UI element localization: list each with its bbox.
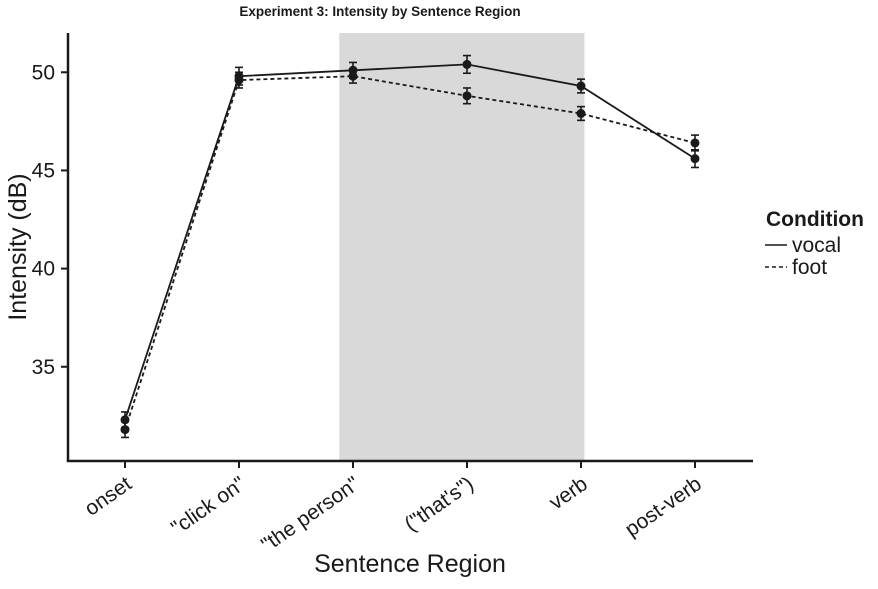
x-axis-tick-label: post-verb: [621, 472, 706, 541]
data-point-foot: [576, 108, 586, 118]
x-axis-tick-label: "click on": [167, 472, 250, 540]
x-axis-tick-label: ("that's"): [400, 472, 477, 536]
data-point-foot: [348, 71, 358, 81]
chart-title: Experiment 3: Intensity by Sentence Regi…: [239, 4, 520, 19]
y-axis-tick-label: 40: [32, 258, 55, 281]
legend-label-foot: foot: [792, 256, 827, 279]
y-axis-tick-label: 35: [32, 356, 55, 379]
x-axis-title: Sentence Region: [314, 550, 506, 578]
data-point-vocal: [576, 81, 586, 91]
x-axis-tick-label: verb: [545, 472, 592, 514]
series-line-vocal: [124, 63, 696, 421]
x-axis-tick-label: "the person": [257, 472, 364, 556]
data-point-foot: [234, 75, 244, 85]
data-point-foot: [462, 91, 472, 101]
x-axis-tick-label: onset: [81, 472, 136, 520]
data-point-vocal: [462, 59, 472, 69]
legend-label-vocal: vocal: [792, 234, 841, 257]
data-point-vocal: [690, 154, 700, 164]
y-axis-title: Intensity (dB): [4, 173, 32, 320]
y-axis-tick-label: 50: [32, 61, 55, 84]
data-point-foot: [120, 425, 130, 435]
y-axis-tick-label: 45: [32, 159, 55, 182]
data-point-foot: [690, 138, 700, 148]
legend-title: Condition: [766, 208, 864, 231]
series-line-foot: [124, 75, 696, 430]
shaded-region-band: [339, 33, 585, 461]
